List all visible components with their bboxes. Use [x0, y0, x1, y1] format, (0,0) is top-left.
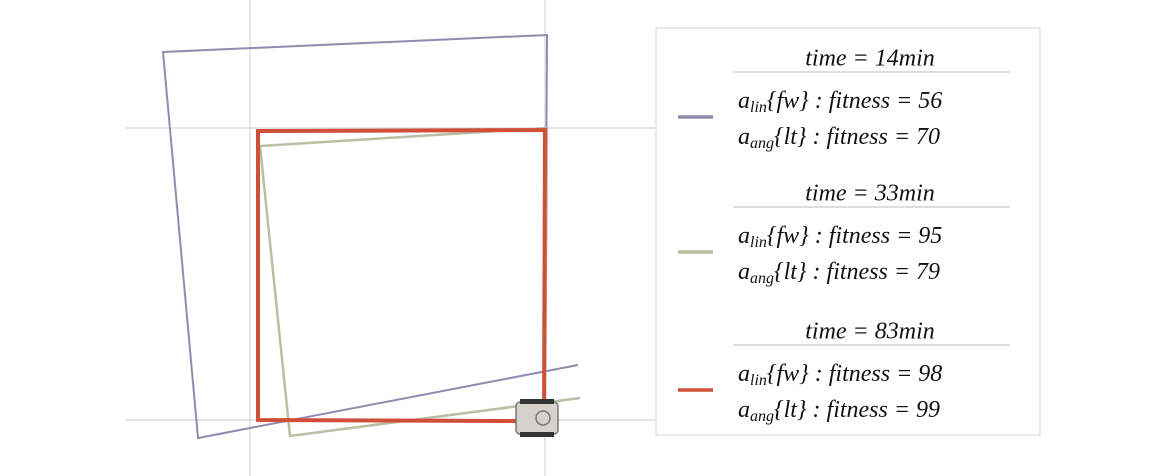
trajectory-33min [260, 128, 580, 436]
symbol: a [738, 223, 750, 249]
subscript: ang [750, 135, 774, 152]
legend-time: time = 14min [805, 46, 935, 72]
figure: time = 14minalin{fw} : fitness = 56aang{… [0, 0, 1154, 476]
reference-grid [125, 0, 655, 476]
fitness-text: {fw} : fitness = 98 [767, 361, 942, 387]
robot-track [520, 399, 554, 404]
robot-track [520, 432, 554, 437]
fitness-text: {lt} : fitness = 99 [774, 397, 940, 423]
symbol: a [738, 397, 750, 423]
subscript: ang [750, 270, 774, 287]
trajectory-83min [258, 130, 545, 421]
symbol: a [738, 259, 750, 285]
legend-time: time = 83min [805, 319, 935, 345]
subscript: lin [750, 234, 767, 251]
subscript: lin [750, 372, 767, 389]
symbol: a [738, 88, 750, 114]
legend-linear: alin{fw} : fitness = 98 [738, 361, 942, 389]
legend-time: time = 33min [805, 181, 935, 207]
robot-body [516, 402, 558, 434]
fitness-text: {lt} : fitness = 79 [774, 259, 940, 285]
fitness-text: {fw} : fitness = 56 [767, 88, 942, 114]
legend-linear: alin{fw} : fitness = 95 [738, 223, 942, 251]
fitness-text: {lt} : fitness = 70 [774, 124, 940, 150]
trajectory-14min [163, 35, 578, 438]
subscript: ang [750, 408, 774, 425]
symbol: a [738, 124, 750, 150]
subscript: lin [750, 99, 767, 116]
symbol: a [738, 361, 750, 387]
robot [516, 399, 558, 437]
fitness-text: {fw} : fitness = 95 [767, 223, 942, 249]
legend-linear: alin{fw} : fitness = 56 [738, 88, 942, 116]
